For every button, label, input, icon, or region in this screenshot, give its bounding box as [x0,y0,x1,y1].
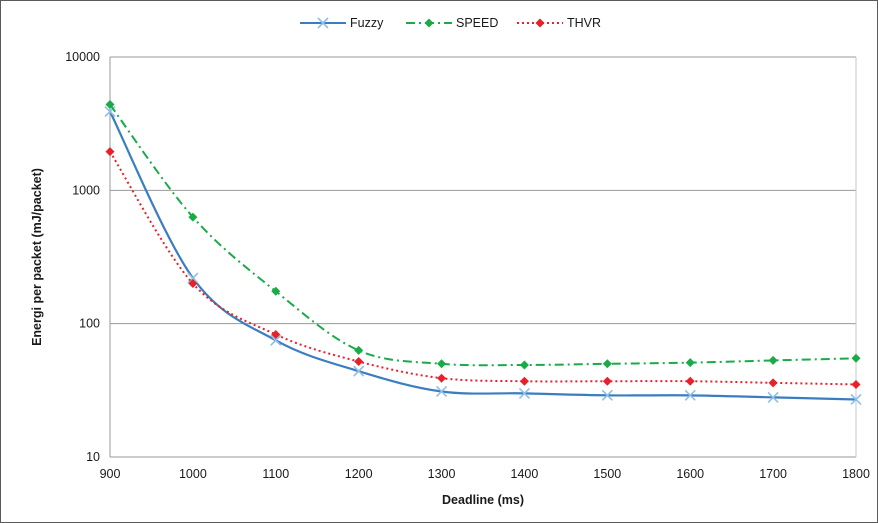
point-fuzzy-1000 [187,272,199,284]
grid-lines [109,56,857,458]
legend-label-thvr: THVR [567,16,601,30]
x-tick-label-1600: 1600 [676,467,704,481]
point-thvr-1700 [768,378,778,388]
point-speed-1300 [437,359,447,369]
point-speed-1100 [271,286,281,296]
x-tick-label-900: 900 [100,467,121,481]
y-axis-label: Energi per packet (mJ/packet) [30,168,44,346]
legend-marker-fuzzy [317,17,329,29]
legend-label-fuzzy: Fuzzy [350,16,384,30]
x-tick-label-1400: 1400 [511,467,539,481]
legend-label-speed: SPEED [456,16,498,30]
y-tick-label-10000: 10000 [65,50,100,64]
point-thvr-1800 [851,379,861,389]
point-fuzzy-1400 [518,387,531,399]
point-fuzzy-1300 [435,385,448,398]
point-thvr-1000 [188,279,198,289]
point-fuzzy-1800 [850,393,862,406]
series-line-thvr [109,151,857,386]
point-thvr-1400 [519,376,529,386]
point-speed-1400 [519,360,529,370]
x-tick-label-1800: 1800 [842,467,870,481]
point-speed-1200 [354,345,364,355]
point-speed-1000 [188,212,198,222]
y-tick-label-100: 100 [79,317,100,331]
series-group [104,100,862,406]
series-thvr [105,147,861,389]
series-line-speed [109,103,857,367]
y-axis-ticks: 10 100 1000 10000 [65,50,100,464]
point-thvr-1200 [354,357,364,367]
point-fuzzy-1200 [353,365,365,377]
y-tick-label-1000: 1000 [72,183,100,197]
point-thvr-1500 [602,376,612,386]
legend-marker-speed [424,18,434,28]
point-fuzzy-1700 [767,391,779,403]
x-tick-label-1300: 1300 [428,467,456,481]
x-tick-label-1200: 1200 [345,467,373,481]
legend: Fuzzy SPEED THVR [300,16,601,30]
series-speed [105,100,861,370]
point-thvr-1300 [437,373,447,383]
point-thvr-1600 [685,376,695,386]
point-thvr-1100 [271,329,281,339]
x-axis-ticks: 900 1000 1100 1200 1300 1400 1500 1600 1700 1800 [100,467,870,481]
x-axis-label: Deadline (ms) [442,493,524,507]
legend-item-thvr: THVR [517,16,601,30]
x-tick-label-1100: 1100 [262,467,289,481]
point-speed-900 [105,100,115,110]
legend-marker-thvr [535,18,545,28]
legend-item-fuzzy: Fuzzy [300,16,384,30]
x-tick-label-1000: 1000 [179,467,207,481]
point-thvr-900 [105,147,115,157]
series-line-fuzzy [109,111,857,401]
x-tick-label-1500: 1500 [593,467,621,481]
point-speed-1500 [602,359,612,369]
x-tick-label-1700: 1700 [759,467,787,481]
point-speed-1700 [768,355,778,365]
point-speed-1600 [685,358,695,368]
y-tick-label-10: 10 [86,450,100,464]
point-speed-1800 [851,353,861,363]
series-fuzzy [104,105,862,406]
point-fuzzy-1100 [270,334,282,346]
legend-item-speed: SPEED [406,16,498,30]
point-fuzzy-1600 [684,389,696,401]
point-fuzzy-1500 [601,389,613,401]
